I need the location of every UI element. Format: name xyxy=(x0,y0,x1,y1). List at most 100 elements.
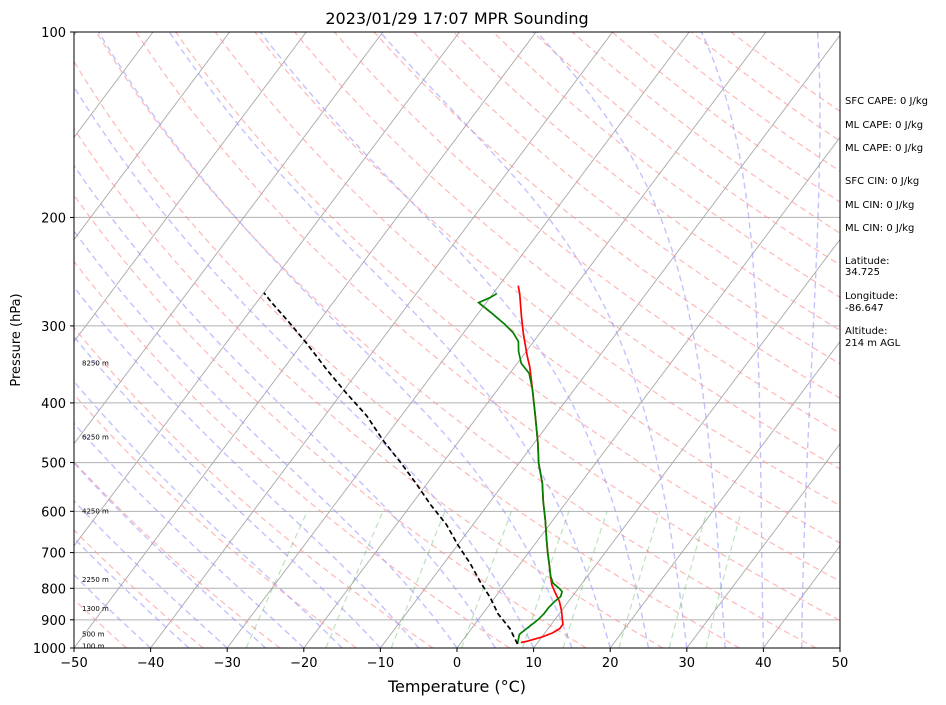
moist-adiabat-line xyxy=(259,32,650,648)
dry-adiabat-line xyxy=(294,32,840,470)
y-tick-label: 400 xyxy=(41,397,66,412)
mixing-ratio-line xyxy=(705,511,742,648)
height-label: 8250 m xyxy=(82,359,109,367)
isotherm-line xyxy=(150,32,613,648)
temperature-profile xyxy=(517,285,564,644)
moist-adiabat-line xyxy=(801,32,821,648)
isotherm-line xyxy=(74,32,384,445)
isotherm-line xyxy=(74,32,154,139)
dry-adiabat-line xyxy=(74,60,740,648)
longitude-label: Longitude: xyxy=(845,291,898,302)
y-tick-label: 200 xyxy=(41,211,66,226)
x-tick-label: 10 xyxy=(525,656,542,671)
dry-adiabat-line xyxy=(74,260,510,648)
latitude-label: Latitude: xyxy=(845,256,890,267)
dry-adiabat-line xyxy=(333,32,840,434)
info-panel: SFC CAPE: 0 J/kg ML CAPE: 0 J/kg ML CAPE… xyxy=(845,96,928,349)
moist-adiabat-line xyxy=(74,335,381,648)
moist-adiabat-line xyxy=(74,461,266,648)
dry-adiabat-line xyxy=(74,529,204,648)
moist-adiabat-line xyxy=(700,32,765,648)
altitude-value: 214 m AGL xyxy=(845,338,901,349)
parcel-profile xyxy=(263,292,519,645)
isotherm-line xyxy=(686,442,840,648)
mixing-ratio-line xyxy=(390,511,446,648)
isotherm-line xyxy=(533,238,840,648)
chart-title: 2023/01/29 17:07 MPR Sounding xyxy=(325,9,588,28)
dry-adiabat-line xyxy=(611,32,840,203)
dry-adiabat-line xyxy=(135,32,840,622)
moist-adiabat-line xyxy=(98,32,573,648)
y-axis-label: Pressure (hPa) xyxy=(9,293,24,386)
mixing-ratio-line xyxy=(461,511,513,648)
y-tick-label: 300 xyxy=(41,320,66,335)
y-tick-label: 600 xyxy=(41,505,66,520)
y-tick-label: 900 xyxy=(41,614,66,629)
isotherm-line xyxy=(303,32,767,648)
dry-adiabat-line xyxy=(572,32,840,234)
x-tick-label: 20 xyxy=(602,656,619,671)
mixing-ratio-line xyxy=(521,511,570,648)
mixing-ratio-line xyxy=(618,511,661,648)
y-tick-label: 1000 xyxy=(33,642,66,657)
isotherm-line xyxy=(74,32,307,343)
ml-cape-1: ML CAPE: 0 J/kg xyxy=(845,120,923,131)
moist-adiabat-line xyxy=(379,32,688,648)
mixing-ratio-line xyxy=(245,511,308,648)
x-tick-label: 0 xyxy=(453,656,461,671)
x-tick-label: 40 xyxy=(755,656,772,671)
dry-adiabat-line xyxy=(74,194,587,648)
y-tick-label: 700 xyxy=(41,547,66,562)
dry-adiabat-line xyxy=(413,32,840,365)
isotherm-line xyxy=(74,32,230,241)
height-label: 6250 m xyxy=(82,433,109,441)
dry-adiabat-line xyxy=(74,326,434,648)
ml-cape-2: ML CAPE: 0 J/kg xyxy=(845,143,923,154)
dry-adiabat-line xyxy=(74,127,664,648)
y-tick-label: 800 xyxy=(41,582,66,597)
moist-adiabat-line xyxy=(74,285,420,648)
mixing-ratio-line xyxy=(562,511,608,648)
dry-adiabat-line xyxy=(373,32,840,399)
sfc-cin: SFC CIN: 0 J/kg xyxy=(845,176,919,187)
height-labels: 100 m 500 m 1300 m 2250 m 4250 m 6250 m 8250 m xyxy=(82,359,109,650)
sounding-profiles xyxy=(263,285,564,645)
moist-adiabat-line xyxy=(74,229,458,648)
moist-adiabat-line xyxy=(536,32,726,648)
x-axis-label: Temperature (°C) xyxy=(387,677,526,696)
dry-adiabat-line xyxy=(95,32,817,648)
moist-adiabat-line xyxy=(74,422,305,648)
dry-adiabat-line xyxy=(74,393,357,648)
x-tick-label: 50 xyxy=(832,656,849,671)
dewpoint-profile xyxy=(476,292,564,645)
dry-adiabat-line xyxy=(492,32,840,299)
dry-adiabat-line xyxy=(175,32,840,582)
x-tick-label: 30 xyxy=(679,656,696,671)
axes: −50 −40 −30 −20 −10 0 10 20 30 40 50 1000 900 800 700 6… xyxy=(33,26,848,671)
dry-adiabat-line xyxy=(532,32,840,266)
moist-adiabat-line xyxy=(74,85,535,648)
x-tick-label: −20 xyxy=(290,656,317,671)
x-tick-label: −10 xyxy=(367,656,394,671)
isotherm-line xyxy=(609,340,840,648)
x-tick-label: −40 xyxy=(137,656,164,671)
isotherm-line xyxy=(456,136,840,648)
ml-cin-2: ML CIN: 0 J/kg xyxy=(845,223,914,234)
latitude-value: 34.725 xyxy=(845,267,880,278)
dry-adiabat-line xyxy=(254,32,840,507)
mixing-ratio-line xyxy=(325,511,384,648)
height-label: 100 m xyxy=(82,642,105,650)
ml-cin-1: ML CIN: 0 J/kg xyxy=(845,200,914,211)
x-tick-label: −30 xyxy=(213,656,240,671)
height-label: 4250 m xyxy=(82,507,109,515)
y-tick-label: 500 xyxy=(41,457,66,472)
mixing-ratio-line xyxy=(668,511,708,648)
height-label: 500 m xyxy=(82,630,105,638)
height-label: 1300 m xyxy=(82,605,109,613)
moist-adiabat-line xyxy=(74,499,228,648)
sfc-cape: SFC CAPE: 0 J/kg xyxy=(845,96,928,107)
y-tick-label: 100 xyxy=(41,26,66,41)
background-grid xyxy=(74,32,840,648)
moist-adiabat-line xyxy=(168,32,611,648)
